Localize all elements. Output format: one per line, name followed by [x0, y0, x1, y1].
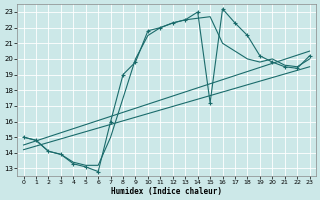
- X-axis label: Humidex (Indice chaleur): Humidex (Indice chaleur): [111, 187, 222, 196]
